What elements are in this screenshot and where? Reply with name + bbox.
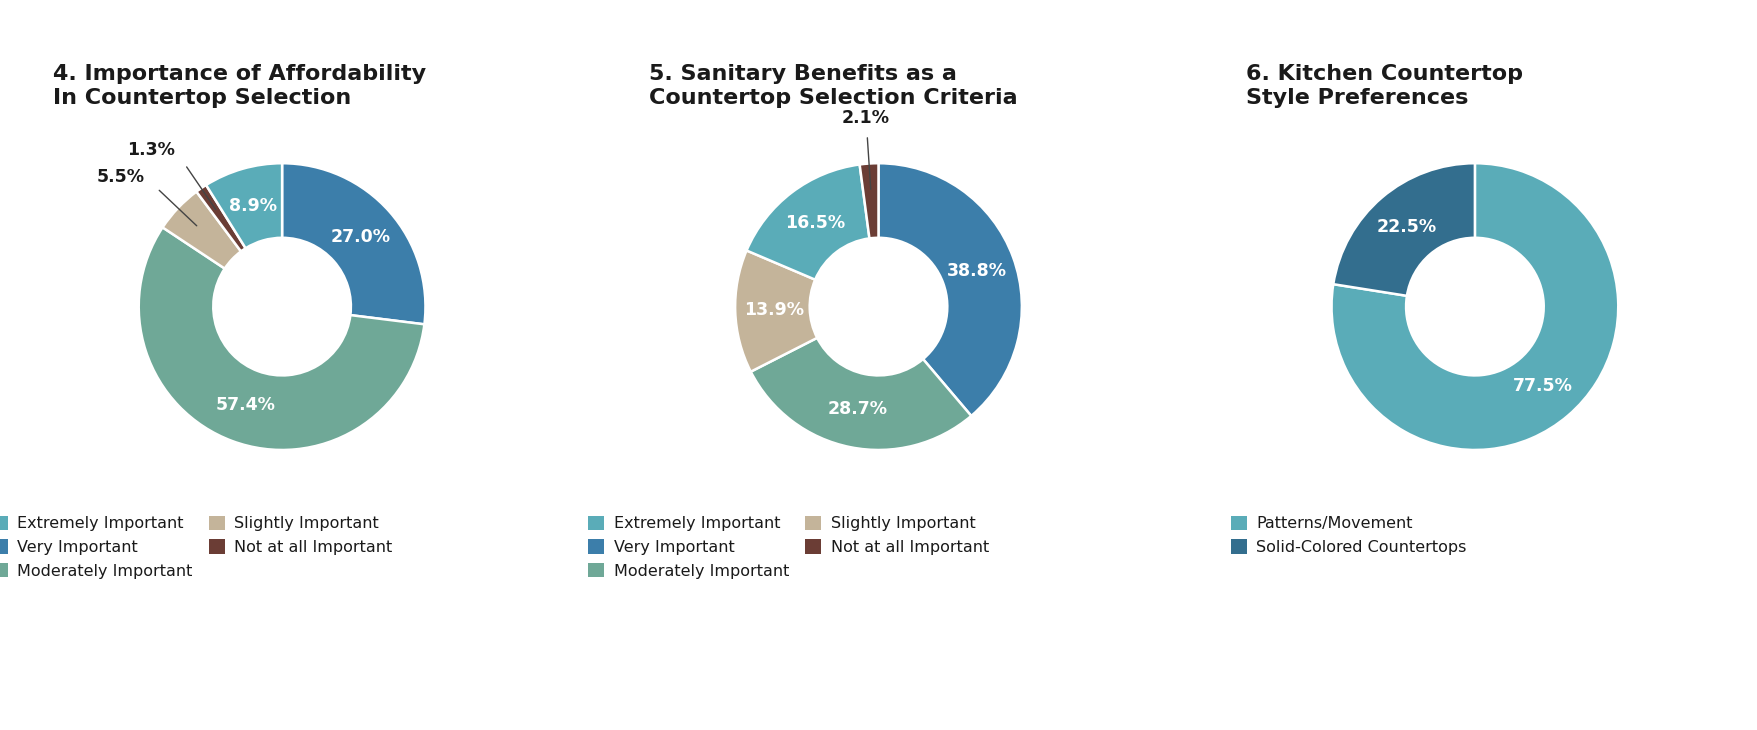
Wedge shape — [206, 164, 283, 248]
Text: 6. Kitchen Countertop
Style Preferences: 6. Kitchen Countertop Style Preferences — [1246, 64, 1523, 107]
Wedge shape — [1332, 164, 1618, 450]
Wedge shape — [139, 227, 425, 450]
Text: 57.4%: 57.4% — [216, 396, 276, 414]
Wedge shape — [734, 250, 817, 372]
Wedge shape — [163, 192, 241, 269]
Wedge shape — [859, 164, 878, 239]
Wedge shape — [197, 185, 246, 251]
Text: 8.9%: 8.9% — [228, 197, 278, 215]
Legend: Extremely Important, Very Important, Moderately Important, Slightly Important, N: Extremely Important, Very Important, Mod… — [589, 516, 989, 579]
Text: 13.9%: 13.9% — [743, 301, 805, 319]
Wedge shape — [750, 338, 972, 450]
Wedge shape — [878, 164, 1023, 416]
Text: 22.5%: 22.5% — [1377, 218, 1437, 236]
Text: 1.3%: 1.3% — [128, 142, 176, 159]
Legend: Extremely Important, Very Important, Moderately Important, Slightly Important, N: Extremely Important, Very Important, Mod… — [0, 516, 392, 579]
Text: 5.5%: 5.5% — [97, 167, 144, 185]
Text: 5. Sanitary Benefits as a
Countertop Selection Criteria: 5. Sanitary Benefits as a Countertop Sel… — [648, 64, 1017, 107]
Text: 38.8%: 38.8% — [947, 261, 1007, 280]
Wedge shape — [283, 164, 425, 324]
Text: 77.5%: 77.5% — [1513, 377, 1573, 395]
Wedge shape — [747, 164, 870, 280]
Text: 16.5%: 16.5% — [785, 215, 845, 232]
Legend: Patterns/Movement, Solid-Colored Countertops: Patterns/Movement, Solid-Colored Counter… — [1230, 516, 1467, 555]
Text: 4. Importance of Affordability
In Countertop Selection: 4. Importance of Affordability In Counte… — [53, 64, 425, 107]
Text: 2.1%: 2.1% — [842, 109, 891, 127]
Text: 27.0%: 27.0% — [330, 228, 390, 246]
Wedge shape — [1334, 164, 1474, 296]
Text: 28.7%: 28.7% — [828, 400, 887, 418]
